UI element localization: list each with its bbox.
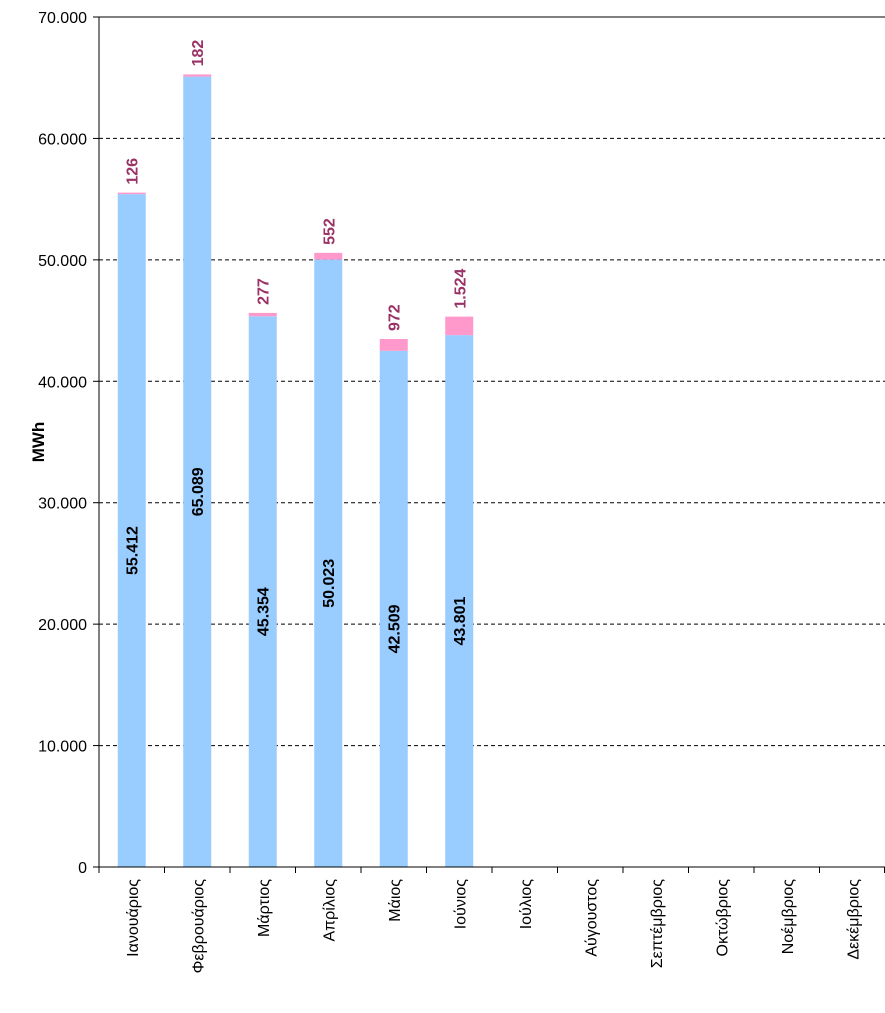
data-label-top: 552 xyxy=(321,218,338,245)
data-label-main: 42.509 xyxy=(387,604,404,653)
x-tick-label: Αύγουστος xyxy=(583,879,600,957)
y-tick-label: 50.000 xyxy=(38,253,87,270)
data-label-top: 277 xyxy=(256,278,273,305)
bar-segment-top xyxy=(248,312,277,317)
x-tick-label: Οκτώβριος xyxy=(714,879,731,957)
x-tick-label: Ιούνιος xyxy=(452,879,469,930)
x-tick-label: Μάιος xyxy=(387,879,404,922)
x-tick-label: Ιούλιος xyxy=(518,879,535,930)
bar-segment-main xyxy=(314,259,343,867)
y-tick-label: 20.000 xyxy=(38,617,87,634)
y-axis-label: MWh xyxy=(29,422,48,463)
x-tick-label: Σεπτέμβριος xyxy=(649,879,666,968)
bar-segment-top xyxy=(314,252,343,260)
y-tick-label: 30.000 xyxy=(38,496,87,513)
data-label-main: 65.089 xyxy=(190,467,207,516)
y-tick-label: 40.000 xyxy=(38,374,87,391)
bar-segment-main xyxy=(183,76,212,868)
bar-segment-top xyxy=(183,74,212,77)
x-tick-label: Μάρτιος xyxy=(256,879,273,937)
bar-segment-main xyxy=(445,335,474,867)
y-tick-label: 0 xyxy=(78,860,87,877)
x-tick-label: Απρίλιος xyxy=(321,879,338,942)
data-label-top: 1.524 xyxy=(452,268,469,308)
axes xyxy=(93,16,885,873)
x-tick-label: Ιανουάριος xyxy=(125,879,142,957)
y-tick-label: 60.000 xyxy=(38,131,87,148)
labels: 0 10.000 20.000 30.000 40.000 50.000 60.000 70.… xyxy=(38,10,862,973)
y-tick-label: 70.000 xyxy=(38,10,87,27)
data-label-top: 182 xyxy=(190,40,207,67)
data-label-main: 50.023 xyxy=(321,559,338,608)
data-label-top: 126 xyxy=(125,158,142,185)
bar-segment-main xyxy=(379,350,408,867)
grid-lines xyxy=(99,16,885,747)
bar-segment-main xyxy=(117,194,146,867)
x-tick-label: Δεκέμβριος xyxy=(845,879,862,960)
bars xyxy=(117,74,474,868)
data-label-main: 55.412 xyxy=(125,526,142,575)
bar-segment-top xyxy=(379,339,408,351)
bar-segment-top xyxy=(445,316,474,336)
x-tick-label: Φεβρουάριος xyxy=(190,879,207,974)
data-label-main: 43.801 xyxy=(452,596,469,645)
data-label-top: 972 xyxy=(387,304,404,331)
data-label-main: 45.354 xyxy=(256,587,273,636)
bar-segment-main xyxy=(248,316,277,868)
x-tick-label: Νοέμβριος xyxy=(780,879,797,955)
bar-segment-top xyxy=(117,192,146,195)
y-tick-label: 10.000 xyxy=(38,739,87,756)
